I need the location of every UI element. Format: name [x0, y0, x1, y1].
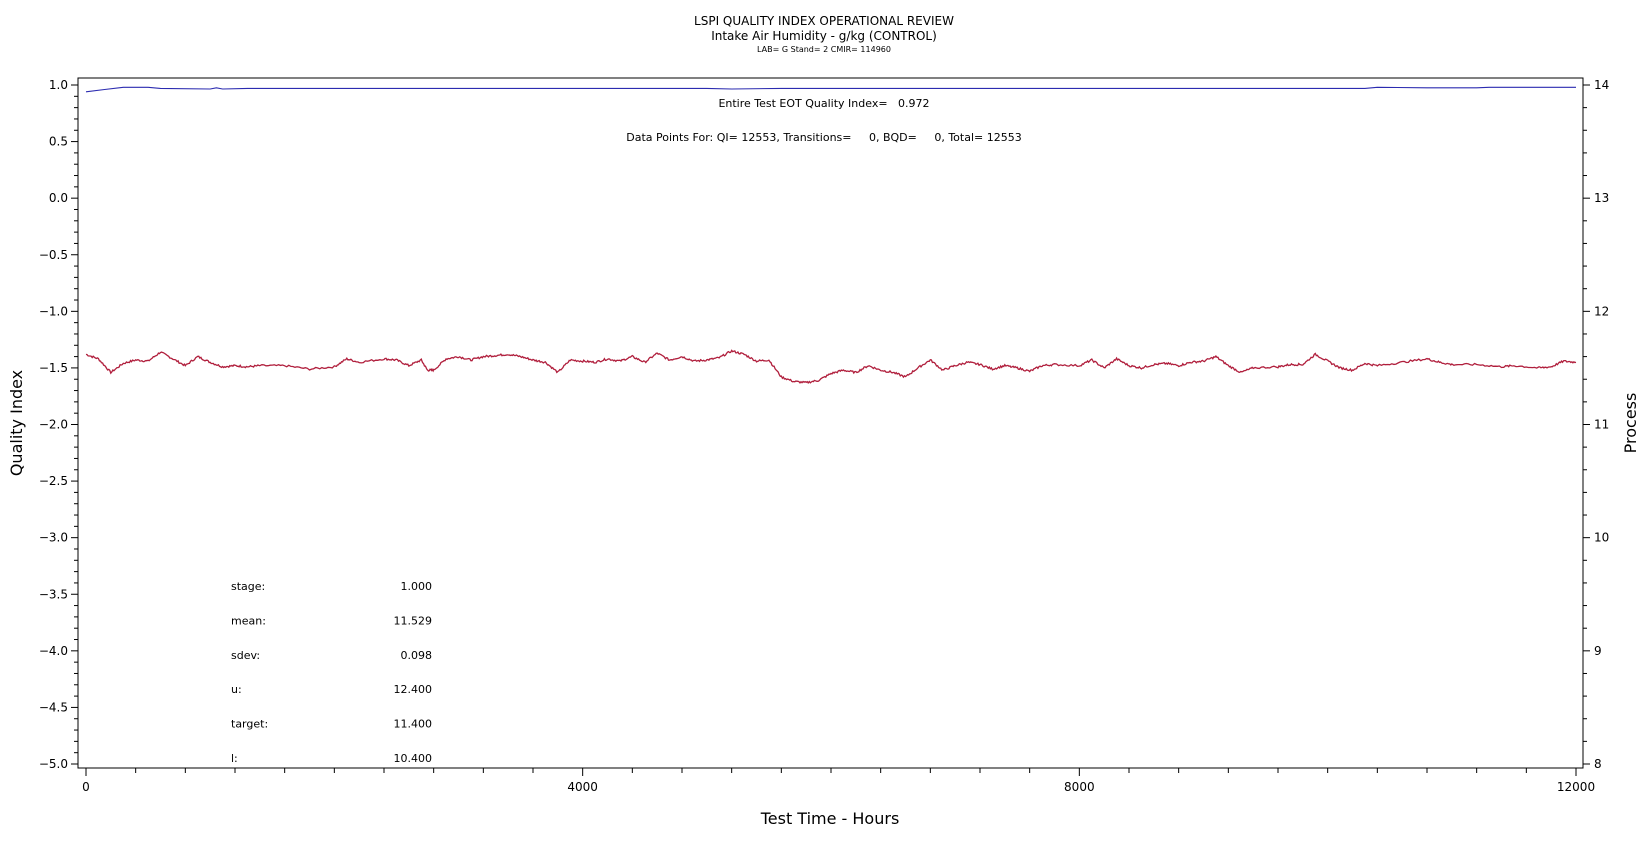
y-right-tick-label: 14 [1594, 78, 1609, 92]
x-axis-label: Test Time - Hours [760, 809, 900, 828]
x-tick-label: 0 [82, 780, 90, 794]
y-left-tick-label: −1.5 [39, 361, 68, 375]
stat-label: sdev: [231, 649, 260, 662]
stat-value: 11.400 [394, 718, 433, 731]
x-axis: 0 4000 8000 12000 [82, 768, 1595, 794]
stat-label: mean: [231, 614, 266, 627]
qi-annotation: Entire Test EOT Quality Index= 0.972 [718, 97, 929, 110]
stat-label: stage: [231, 580, 265, 593]
y-right-tick-label: 12 [1594, 304, 1609, 318]
chart-subtitle: Intake Air Humidity - g/kg (CONTROL) [711, 29, 937, 43]
y-axis-left: 1.0 0.5 0.0 −0.5 −1.0 −1.5 −2.0 −2.5 −3.0 −3.5 −4.… [39, 78, 78, 771]
y-left-tick-label: −2.0 [39, 418, 68, 432]
y-left-tick-label: −4.0 [39, 644, 68, 658]
stat-value: 10.400 [394, 752, 433, 765]
y-right-tick-label: 10 [1594, 531, 1609, 545]
y-left-tick-label: −4.5 [39, 700, 68, 714]
x-tick-label: 4000 [567, 780, 598, 794]
stat-value: 11.529 [394, 614, 433, 627]
process-line [85, 349, 1577, 384]
y-axis-right-label: Process [1621, 393, 1640, 454]
stat-label: target: [231, 718, 268, 731]
y-left-tick-label: 0.5 [49, 135, 68, 149]
stat-value: 12.400 [394, 683, 433, 696]
stat-label: l: [231, 752, 238, 765]
x-tick-label: 8000 [1064, 780, 1095, 794]
y-left-tick-label: −1.0 [39, 304, 68, 318]
y-left-tick-label: −3.5 [39, 587, 68, 601]
stat-value: 1.000 [401, 580, 433, 593]
plot-frame [77, 77, 1584, 769]
y-axis-left-label: Quality Index [7, 370, 26, 476]
points-annotation: Data Points For: QI= 12553, Transitions=… [626, 131, 1021, 144]
y-left-tick-label: −3.0 [39, 531, 68, 545]
y-right-tick-label: 9 [1594, 644, 1602, 658]
y-left-tick-label: 1.0 [49, 78, 68, 92]
chart-subtitle-2: LAB= G Stand= 2 CMIR= 114960 [757, 45, 891, 54]
y-left-tick-label: −5.0 [39, 757, 68, 771]
y-right-tick-label: 8 [1594, 757, 1602, 771]
quality-index-line [85, 86, 1576, 93]
y-right-tick-label: 13 [1594, 191, 1609, 205]
y-axis-right: 14 13 12 11 10 9 8 [1583, 78, 1609, 771]
stat-value: 0.098 [401, 649, 433, 662]
stats-table: stage: 1.000 mean: 11.529 sdev: 0.098 u: 12.400… [231, 580, 432, 765]
y-left-tick-label: −2.5 [39, 474, 68, 488]
stat-label: u: [231, 683, 242, 696]
chart-title: LSPI QUALITY INDEX OPERATIONAL REVIEW [694, 14, 954, 28]
y-left-tick-label: 0.0 [49, 191, 68, 205]
y-left-tick-label: −0.5 [39, 248, 68, 262]
x-tick-label: 12000 [1557, 780, 1595, 794]
y-right-tick-label: 11 [1594, 418, 1609, 432]
series-layer [85, 86, 1577, 384]
